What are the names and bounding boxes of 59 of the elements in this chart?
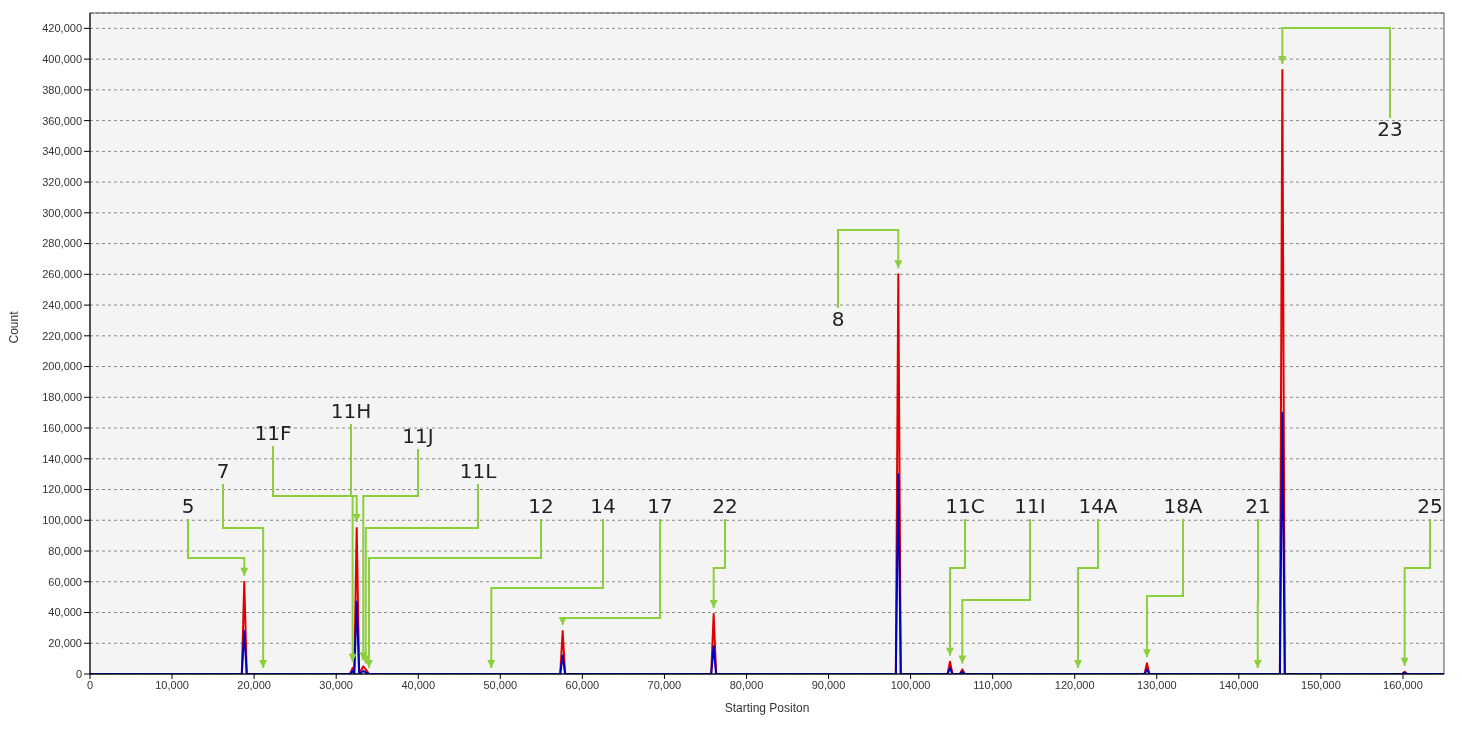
annotation: 7 <box>216 459 230 483</box>
y-tick-label: 360,000 <box>42 114 82 127</box>
y-axis-title: Count <box>7 310 22 344</box>
annotation: 5 <box>181 494 195 518</box>
annotation: 11C <box>945 494 985 518</box>
y-tick-label: 340,000 <box>42 145 82 158</box>
x-tick-label: 110,000 <box>973 678 1013 691</box>
x-tick-label: 100,000 <box>890 678 931 691</box>
y-tick-label: 420,000 <box>42 22 82 35</box>
y-tick-label: 220,000 <box>42 329 82 342</box>
annotation: 18A <box>1163 494 1203 518</box>
y-tick-label: 0 <box>75 667 82 680</box>
y-tick-label: 100,000 <box>42 514 82 527</box>
y-tick-label: 200,000 <box>42 360 82 373</box>
y-tick-label: 140,000 <box>42 452 82 465</box>
y-tick-label: 260,000 <box>42 268 82 281</box>
x-tick-label: 60,000 <box>565 678 600 691</box>
x-tick-label: 30,000 <box>319 678 354 691</box>
y-tick-label: 320,000 <box>42 176 82 188</box>
y-tick-label: 280,000 <box>42 237 82 250</box>
y-tick-label: 60,000 <box>48 575 82 588</box>
x-tick-label: 130,000 <box>1136 678 1177 691</box>
annotation: 11F <box>254 421 292 445</box>
x-tick-label: 70,000 <box>647 678 682 691</box>
annotation: 11I <box>1014 494 1046 518</box>
x-tick-label: 50,000 <box>483 678 518 691</box>
annotation: 11L <box>459 459 498 483</box>
annotation: 11J <box>402 424 434 448</box>
y-tick-label: 20,000 <box>48 637 82 650</box>
x-tick-label: 80,000 <box>729 678 764 691</box>
y-tick-label: 160,000 <box>42 421 82 434</box>
annotation: 14 <box>590 494 616 518</box>
x-axis-title: Starting Positon <box>724 701 810 715</box>
y-tick-label: 180,000 <box>42 391 82 404</box>
annotation: 14A <box>1078 494 1118 518</box>
annotation: 12 <box>528 494 554 518</box>
x-tick-label: 90,000 <box>811 678 846 691</box>
x-tick-label: 160,000 <box>1383 678 1423 691</box>
y-tick-label: 300,000 <box>42 206 82 219</box>
y-tick-label: 40,000 <box>48 606 82 619</box>
annotation: 11H <box>330 399 372 423</box>
annotation: 23 <box>1377 117 1403 141</box>
annotation: 17 <box>647 494 673 518</box>
annotation: 25 <box>1417 494 1443 518</box>
y-tick-label: 380,000 <box>42 83 82 96</box>
x-tick-label: 40,000 <box>401 678 436 691</box>
x-tick-label: 140,000 <box>1218 678 1259 691</box>
x-tick-label: 10,000 <box>155 678 189 691</box>
y-tick-label: 80,000 <box>48 544 82 557</box>
x-tick-label: 150,000 <box>1301 678 1341 691</box>
y-tick-label: 400,000 <box>42 53 82 66</box>
annotation: 22 <box>712 494 738 518</box>
x-tick-label: 120,000 <box>1054 678 1095 691</box>
x-tick-label: 0 <box>86 678 94 691</box>
x-tick-label: 20,000 <box>237 678 271 691</box>
annotation: 21 <box>1245 494 1271 518</box>
annotation: 8 <box>831 307 845 331</box>
y-tick-label: 240,000 <box>42 298 82 311</box>
y-tick-label: 120,000 <box>42 483 82 496</box>
